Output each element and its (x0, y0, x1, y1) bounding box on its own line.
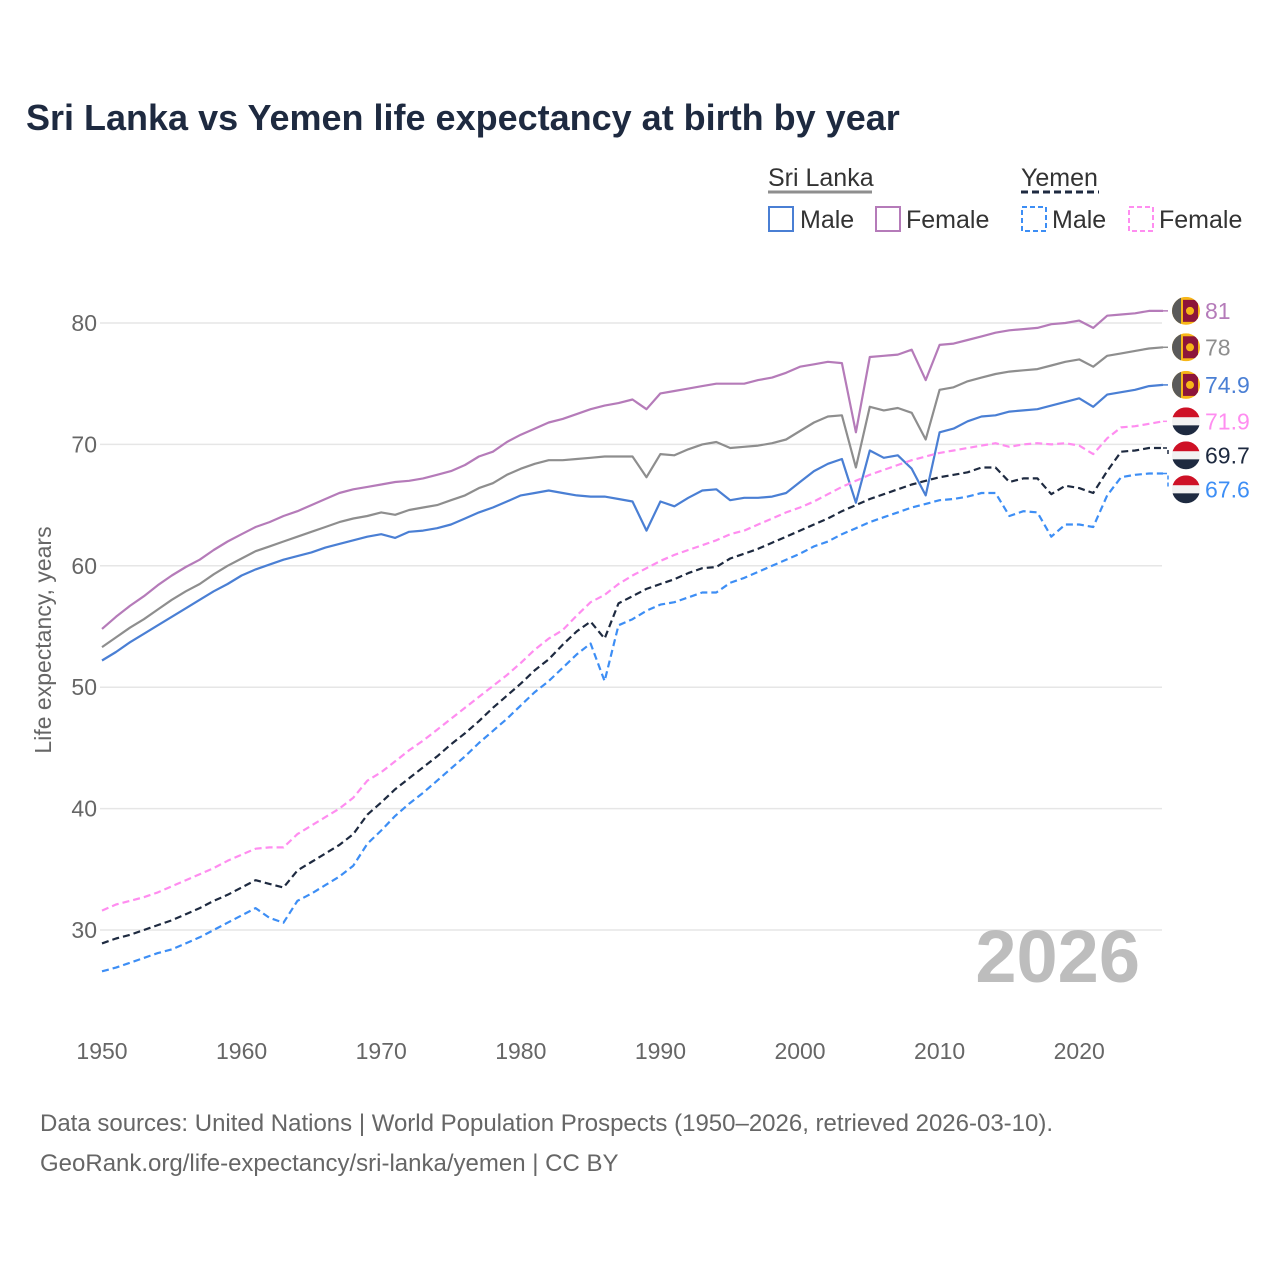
sri-lanka-flag-icon (1172, 296, 1200, 325)
chart-title: Sri Lanka vs Yemen life expectancy at bi… (26, 97, 900, 138)
current-year-watermark: 2026 (975, 915, 1140, 998)
legend-group-yemen[interactable]: Yemen (1021, 164, 1098, 192)
x-tick-label: 1970 (356, 1038, 407, 1064)
yemen-flag-icon (1172, 475, 1200, 504)
y-tick-label: 50 (71, 674, 97, 700)
yemen-flag-icon (1172, 441, 1200, 470)
y-tick-label: 60 (71, 553, 97, 579)
y-tick-label: 70 (71, 431, 97, 457)
footer-sources: Data sources: United Nations | World Pop… (40, 1110, 1053, 1137)
series-line-yemen-male[interactable] (101, 472, 1163, 973)
series-line-sri-lanka-male[interactable] (101, 383, 1164, 662)
end-value-label: 78 (1205, 334, 1231, 360)
y-tick-label: 30 (71, 917, 97, 943)
series-line-yemen[interactable] (101, 446, 1163, 945)
x-tick-label: 1990 (635, 1038, 686, 1064)
x-tick-label: 1960 (216, 1038, 267, 1064)
end-value-label: 74.9 (1205, 372, 1250, 398)
end-label-leader (1163, 472, 1169, 490)
footer-link[interactable]: GeoRank.org/life-expectancy/sri-lanka/ye… (40, 1150, 618, 1177)
x-axis-ticks: 1950 1960 1970 1980 1990 2000 2010 2020 (76, 1038, 1104, 1064)
y-axis-ticks: 30 40 50 60 70 80 (71, 310, 97, 943)
sri-lanka-flag-icon (1172, 370, 1200, 399)
end-value-label: 81 (1205, 298, 1231, 324)
y-tick-label: 80 (71, 310, 97, 336)
y-axis-label: Life expectancy, years (30, 526, 56, 753)
legend-swatch-sri-lanka-female[interactable] (875, 206, 901, 232)
legend-group-sri-lanka[interactable]: Sri Lanka (768, 164, 874, 192)
legend: Sri Lanka Male Female Yemen Male Female (768, 164, 1242, 234)
yemen-flag-icon (1172, 407, 1200, 436)
x-tick-label: 1950 (76, 1038, 127, 1064)
end-value-label: 69.7 (1205, 442, 1250, 468)
series-lines (101, 309, 1164, 973)
x-tick-label: 2020 (1054, 1038, 1105, 1064)
legend-swatch-yemen-male[interactable] (1021, 206, 1047, 232)
legend-label-yemen-female[interactable]: Female (1159, 206, 1242, 234)
end-labels: 81 78 74.9 71.9 69.7 67.6 (1163, 296, 1250, 504)
sri-lanka-flag-icon (1172, 333, 1200, 362)
legend-swatch-yemen-female[interactable] (1128, 206, 1154, 232)
legend-label-sri-lanka-female[interactable]: Female (906, 206, 989, 234)
series-line-sri-lanka-female[interactable] (101, 309, 1163, 630)
end-label-leader (1163, 447, 1169, 456)
end-value-label: 67.6 (1205, 476, 1250, 502)
y-tick-label: 40 (71, 796, 97, 822)
end-value-label: 71.9 (1205, 408, 1250, 434)
x-tick-label: 1980 (495, 1038, 546, 1064)
x-tick-label: 2000 (774, 1038, 825, 1064)
legend-swatch-sri-lanka-male[interactable] (768, 206, 794, 232)
x-tick-label: 2010 (914, 1038, 965, 1064)
series-line-sri-lanka[interactable] (101, 346, 1164, 649)
series-line-yemen-female[interactable] (101, 420, 1164, 912)
legend-label-sri-lanka-male[interactable]: Male (800, 206, 854, 234)
legend-label-yemen-male[interactable]: Male (1052, 206, 1106, 234)
